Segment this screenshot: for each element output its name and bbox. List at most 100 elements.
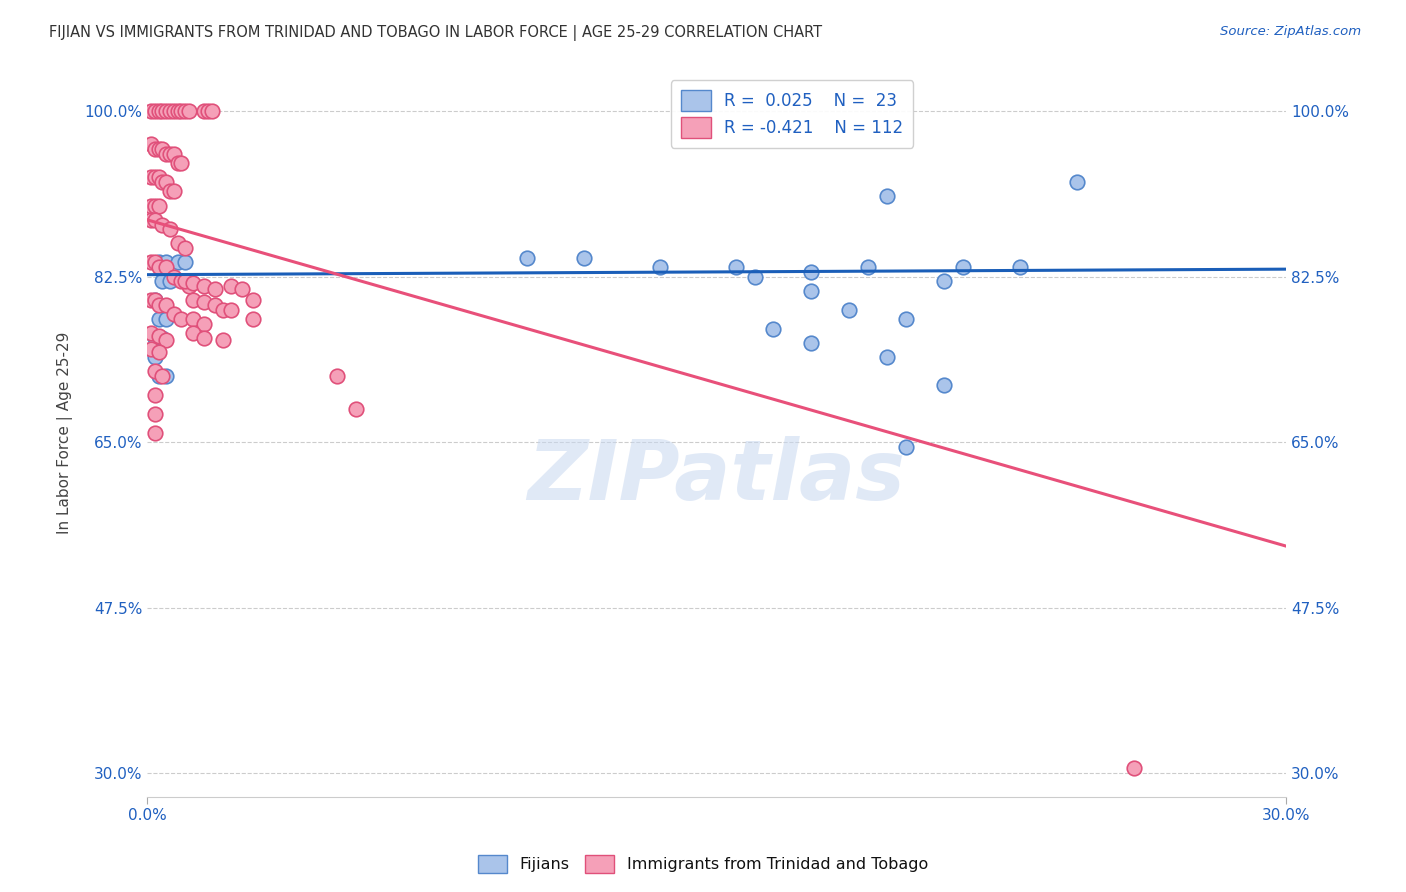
Point — [204, 298, 226, 312]
Point — [177, 104, 200, 119]
Legend: R =  0.025    N =  23, R = -0.421    N = 112: R = 0.025 N = 23, R = -0.421 N = 112 — [671, 80, 914, 148]
Point — [193, 104, 215, 119]
Point — [166, 156, 188, 170]
Y-axis label: In Labor Force | Age 25-29: In Labor Force | Age 25-29 — [58, 332, 73, 533]
Point — [155, 255, 177, 269]
Point — [159, 185, 181, 199]
Point — [148, 142, 170, 156]
Point — [143, 170, 166, 185]
Point — [143, 142, 166, 156]
Point — [219, 302, 242, 317]
Point — [219, 279, 242, 293]
Point — [148, 312, 170, 326]
Point — [952, 260, 974, 274]
Point — [155, 260, 177, 274]
Point — [143, 407, 166, 421]
Point — [1123, 761, 1146, 775]
Point — [139, 255, 162, 269]
Point — [744, 269, 766, 284]
Point — [724, 260, 747, 274]
Point — [193, 295, 215, 310]
Point — [163, 185, 186, 199]
Point — [148, 260, 170, 274]
Point — [143, 350, 166, 364]
Point — [896, 312, 918, 326]
Point — [139, 199, 162, 213]
Point — [170, 312, 193, 326]
Point — [212, 333, 235, 347]
Point — [139, 343, 162, 357]
Point — [148, 170, 170, 185]
Point — [150, 331, 173, 345]
Point — [155, 175, 177, 189]
Point — [143, 293, 166, 308]
Point — [800, 265, 823, 279]
Text: ZIPatlas: ZIPatlas — [527, 436, 905, 516]
Point — [800, 284, 823, 298]
Point — [800, 335, 823, 350]
Point — [143, 364, 166, 378]
Point — [934, 274, 956, 288]
Point — [344, 401, 367, 416]
Point — [143, 212, 166, 227]
Point — [143, 255, 166, 269]
Text: Source: ZipAtlas.com: Source: ZipAtlas.com — [1220, 25, 1361, 38]
Point — [143, 199, 166, 213]
Legend: Fijians, Immigrants from Trinidad and Tobago: Fijians, Immigrants from Trinidad and To… — [471, 848, 935, 880]
Point — [170, 156, 193, 170]
Point — [150, 368, 173, 383]
Point — [148, 104, 170, 119]
Point — [572, 251, 595, 265]
Point — [159, 222, 181, 236]
Point — [150, 175, 173, 189]
Point — [159, 146, 181, 161]
Point — [204, 282, 226, 296]
Point — [139, 137, 162, 152]
Point — [181, 326, 204, 341]
Point — [148, 345, 170, 359]
Point — [163, 307, 186, 321]
Point — [139, 170, 162, 185]
Point — [155, 333, 177, 347]
Point — [858, 260, 880, 274]
Point — [326, 368, 349, 383]
Point — [181, 293, 204, 308]
Point — [201, 104, 224, 119]
Point — [231, 282, 253, 296]
Point — [838, 302, 860, 317]
Point — [174, 255, 197, 269]
Point — [934, 378, 956, 392]
Point — [150, 142, 173, 156]
Point — [139, 293, 162, 308]
Point — [166, 104, 188, 119]
Point — [174, 274, 197, 288]
Point — [170, 104, 193, 119]
Point — [143, 388, 166, 402]
Point — [876, 350, 898, 364]
Point — [159, 104, 181, 119]
Point — [876, 189, 898, 203]
Point — [1066, 175, 1088, 189]
Text: FIJIAN VS IMMIGRANTS FROM TRINIDAD AND TOBAGO IN LABOR FORCE | AGE 25-29 CORRELA: FIJIAN VS IMMIGRANTS FROM TRINIDAD AND T… — [49, 25, 823, 41]
Point — [166, 255, 188, 269]
Point — [148, 368, 170, 383]
Point — [143, 425, 166, 440]
Point — [139, 104, 162, 119]
Point — [174, 241, 197, 255]
Point — [193, 279, 215, 293]
Point — [212, 302, 235, 317]
Point — [155, 104, 177, 119]
Point — [148, 329, 170, 343]
Point — [155, 368, 177, 383]
Point — [148, 199, 170, 213]
Point — [139, 326, 162, 341]
Point — [163, 269, 186, 284]
Point — [155, 312, 177, 326]
Point — [242, 312, 264, 326]
Point — [193, 331, 215, 345]
Point — [181, 312, 204, 326]
Point — [170, 274, 193, 288]
Point — [155, 298, 177, 312]
Point — [163, 146, 186, 161]
Point — [155, 146, 177, 161]
